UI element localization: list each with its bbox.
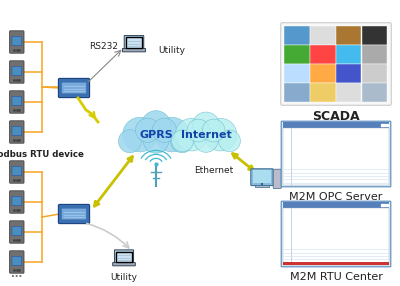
FancyBboxPatch shape (61, 208, 87, 220)
Bar (362, 64, 387, 83)
Circle shape (204, 118, 237, 151)
Bar (336, 64, 361, 83)
Circle shape (192, 112, 220, 139)
FancyBboxPatch shape (12, 97, 22, 105)
Bar (310, 64, 336, 83)
Bar (255, 185, 269, 187)
Bar (362, 45, 387, 64)
FancyBboxPatch shape (12, 196, 22, 205)
Bar (336, 45, 361, 64)
Circle shape (202, 119, 225, 142)
FancyBboxPatch shape (281, 201, 391, 267)
FancyBboxPatch shape (12, 37, 22, 45)
Circle shape (219, 130, 240, 152)
FancyBboxPatch shape (10, 161, 24, 183)
Bar (336, 84, 361, 102)
Bar (283, 262, 389, 265)
FancyBboxPatch shape (12, 257, 22, 265)
Text: Internet: Internet (181, 130, 231, 140)
FancyBboxPatch shape (10, 121, 24, 143)
Text: M2M RTU Center: M2M RTU Center (290, 272, 382, 282)
FancyBboxPatch shape (113, 263, 135, 266)
FancyBboxPatch shape (114, 250, 134, 263)
FancyBboxPatch shape (281, 121, 391, 187)
Bar (284, 45, 310, 64)
Circle shape (152, 118, 176, 142)
FancyBboxPatch shape (10, 31, 24, 53)
FancyBboxPatch shape (10, 191, 24, 213)
Text: M2M OPC Server: M2M OPC Server (289, 192, 383, 202)
FancyBboxPatch shape (58, 78, 90, 98)
Text: Ethernet: Ethernet (194, 166, 234, 174)
Bar (310, 45, 336, 64)
Circle shape (142, 111, 170, 140)
Bar (336, 26, 361, 45)
Text: SCADA: SCADA (312, 110, 360, 122)
Circle shape (187, 119, 210, 142)
Text: GPRS: GPRS (139, 130, 173, 140)
FancyBboxPatch shape (273, 169, 281, 188)
Circle shape (136, 118, 160, 142)
Circle shape (155, 117, 189, 152)
FancyBboxPatch shape (251, 169, 273, 186)
FancyBboxPatch shape (126, 37, 142, 48)
Bar (310, 26, 336, 45)
FancyBboxPatch shape (281, 23, 391, 105)
Text: Utility: Utility (110, 273, 138, 282)
FancyBboxPatch shape (124, 35, 144, 49)
Circle shape (175, 118, 208, 151)
Text: Utility: Utility (158, 45, 185, 55)
Circle shape (194, 128, 218, 152)
FancyBboxPatch shape (116, 252, 132, 262)
Text: Modbus RTU device: Modbus RTU device (0, 150, 84, 158)
Bar (284, 64, 310, 83)
Bar (283, 122, 389, 128)
FancyBboxPatch shape (10, 61, 24, 83)
Bar (283, 128, 389, 185)
FancyBboxPatch shape (12, 227, 22, 235)
Bar (310, 84, 336, 102)
Bar (284, 84, 310, 102)
FancyBboxPatch shape (10, 91, 24, 113)
Circle shape (123, 117, 157, 152)
FancyBboxPatch shape (10, 221, 24, 243)
Bar (253, 170, 271, 183)
FancyBboxPatch shape (10, 251, 24, 273)
FancyBboxPatch shape (12, 67, 22, 75)
Circle shape (170, 130, 194, 153)
Text: RS232: RS232 (90, 41, 118, 51)
Bar (362, 84, 387, 102)
Circle shape (118, 130, 142, 153)
FancyBboxPatch shape (122, 49, 146, 52)
FancyBboxPatch shape (58, 204, 90, 224)
FancyBboxPatch shape (61, 82, 87, 94)
Text: ...: ... (11, 269, 22, 279)
Circle shape (172, 130, 193, 152)
Bar (283, 202, 389, 208)
Bar (283, 208, 389, 265)
FancyBboxPatch shape (12, 127, 22, 135)
FancyBboxPatch shape (12, 167, 22, 175)
Bar (284, 26, 310, 45)
Bar (362, 26, 387, 45)
Circle shape (143, 127, 169, 153)
